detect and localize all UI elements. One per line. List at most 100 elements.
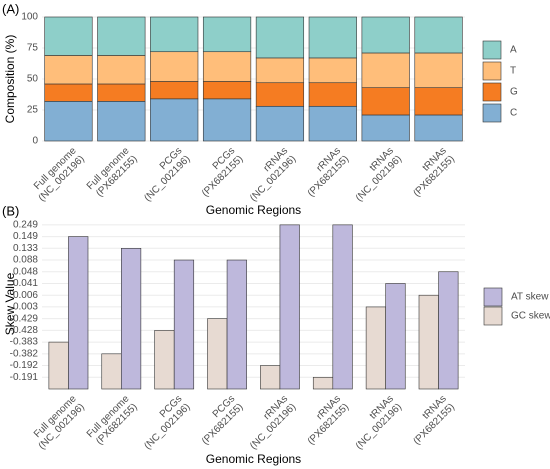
y-tick-label: 75 [27, 43, 39, 54]
x-tick-label: tRNAs(PX682155) [403, 393, 457, 447]
bar-segment [255, 105, 305, 142]
bar-segment [202, 51, 252, 82]
bar-segment [150, 81, 199, 100]
y-tick-label: -0.192 [10, 360, 39, 371]
bar-segment [414, 16, 463, 54]
y-tick-label: 0.149 [13, 231, 38, 242]
bar-segment [97, 16, 146, 56]
bar [418, 294, 439, 390]
bar-segment [361, 16, 410, 54]
y-tick-label: 0.133 [13, 243, 38, 254]
legend-label: AT skew [511, 292, 549, 303]
bar [312, 376, 334, 390]
bar-segment [150, 51, 199, 82]
x-tick-label: rRNAs(NC_002196) [240, 145, 298, 203]
legend-label: A [510, 45, 517, 56]
x-tick-label: PCGs(PX682155) [192, 145, 246, 199]
bar-segment [202, 98, 252, 142]
legend-label: T [510, 66, 516, 77]
x-tick-label: Full genome(NC_002196) [28, 393, 87, 452]
legend-label: G [510, 87, 518, 98]
bar [173, 259, 195, 390]
bar-segment [361, 87, 410, 116]
bar-segment [361, 52, 410, 88]
bar-segment [97, 55, 146, 85]
x-tick-label: tRNAs(NC_002196) [345, 145, 403, 203]
x-axis-title: Genomic Regions [206, 452, 301, 466]
y-tick-label: 0 [32, 136, 38, 147]
y-tick-label: -0.191 [10, 372, 39, 383]
y-tick-label: -0.429 [10, 313, 39, 324]
bar [154, 330, 175, 390]
y-tick-label: 0.048 [13, 266, 38, 277]
legend-key [482, 82, 502, 102]
bar-segment [150, 16, 199, 53]
y-tick-label: 0.041 [13, 278, 38, 289]
y-tick-label: -0.428 [10, 325, 39, 336]
x-tick-label: Full genome(NC_002196) [28, 145, 87, 204]
bar [207, 318, 228, 390]
x-axis-title: Genomic Regions [206, 203, 301, 217]
bar [68, 236, 89, 390]
y-tick-label: 50 [27, 74, 39, 85]
x-tick-label: Full genome(PX682155) [85, 393, 140, 448]
y-tick-label: 100 [21, 12, 38, 23]
legend-label: GC skew [511, 311, 550, 322]
bar [48, 341, 69, 390]
bar [226, 259, 247, 390]
y-tick-label: 0.003 [13, 302, 38, 313]
bar [385, 283, 406, 390]
bar-segment [44, 16, 93, 56]
bar-segment [308, 16, 357, 59]
bar [260, 365, 281, 390]
bar-segment [44, 83, 93, 102]
x-tick-label: tRNAs(NC_002196) [345, 393, 403, 451]
bar-segment [308, 105, 357, 142]
panel-label: (B) [2, 203, 19, 218]
bar-segment [255, 16, 305, 59]
bar [332, 224, 353, 390]
bar-segment [97, 83, 146, 102]
x-tick-label: rRNAs(PX682155) [297, 145, 351, 199]
legend-key [482, 61, 502, 81]
x-tick-label: rRNAs(PX682155) [297, 393, 351, 447]
bar [121, 248, 142, 390]
y-tick-label: 25 [27, 105, 39, 116]
x-tick-label: Full genome(PX682155) [85, 145, 140, 200]
bar-segment [255, 82, 305, 107]
y-tick-label: -0.383 [10, 337, 39, 348]
bar-segment [44, 101, 93, 142]
bar [438, 271, 459, 390]
x-tick-label: PCGs(NC_002196) [134, 393, 192, 451]
panel-label: (A) [2, 1, 19, 16]
legend-key [483, 287, 503, 307]
bar-segment [202, 16, 252, 53]
x-tick-label: PCGs(NC_002196) [134, 145, 192, 203]
y-tick-label: 0.249 [13, 220, 38, 231]
y-axis-title: Skew Value [3, 272, 17, 335]
x-tick-label: tRNAs(PX682155) [403, 145, 457, 199]
y-tick-label: 0.088 [13, 255, 38, 266]
legend-key [482, 40, 502, 60]
legend-key [482, 103, 502, 123]
bar-segment [255, 57, 305, 84]
y-tick-label: 0.006 [13, 290, 38, 301]
x-tick-label: rRNAs(NC_002196) [240, 393, 298, 451]
y-tick-label: -0.382 [10, 348, 39, 359]
x-tick-label: PCGs(PX682155) [192, 393, 246, 447]
bar-segment [308, 57, 357, 84]
bar-segment [97, 101, 146, 142]
bar [101, 353, 122, 390]
bar-segment [414, 114, 463, 142]
bar-segment [308, 82, 357, 107]
y-axis-title: Composition (%) [3, 35, 17, 124]
bar-segment [44, 55, 93, 85]
bar-segment [414, 87, 463, 116]
bar-segment [414, 52, 463, 88]
legend-key [483, 306, 503, 326]
bar [365, 306, 386, 390]
bar [279, 224, 300, 390]
bar-segment [361, 114, 410, 142]
bar-segment [150, 98, 199, 142]
